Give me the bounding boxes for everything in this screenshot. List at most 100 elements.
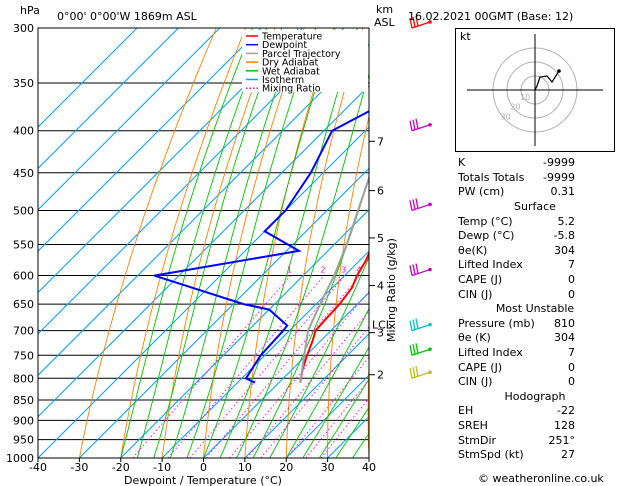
index-label: PW (cm) — [458, 185, 505, 199]
section-title: Most Unstable — [495, 302, 575, 316]
index-row: K -9999 — [455, 156, 615, 171]
index-row: StmDir 251° — [455, 433, 615, 448]
dry-adiabat-line — [327, 114, 369, 458]
wet-adiabat-line — [186, 28, 317, 458]
index-value: -22 — [557, 404, 575, 418]
wind-barb — [409, 343, 432, 356]
datetime-title: 16.02.2021 00GMT (Base: 12) — [408, 10, 573, 23]
index-value: -9999 — [543, 170, 575, 184]
index-value: 304 — [554, 331, 575, 345]
index-row: CIN (J) 0 — [455, 287, 615, 302]
hodograph-point — [557, 69, 561, 73]
wind-barb — [409, 366, 432, 379]
mixing-ratio-line — [246, 310, 369, 458]
pressure-tick-label: 450 — [13, 167, 34, 180]
x-tick-label: -40 — [29, 461, 47, 474]
index-label: CIN (J) — [458, 287, 493, 301]
legend-background — [242, 30, 368, 92]
index-value: 0 — [568, 273, 575, 287]
pressure-tick-label: 600 — [13, 270, 34, 283]
index-row: StmSpd (kt) 27 — [455, 448, 615, 463]
dry-adiabat-line — [161, 28, 276, 458]
index-label: Temp (°C) — [458, 214, 513, 228]
wet-adiabat-line — [136, 28, 268, 458]
pressure-tick-label: 700 — [13, 325, 34, 338]
x-tick-label: -20 — [112, 461, 130, 474]
index-row: CAPE (J) 0 — [455, 273, 615, 288]
wind-barb — [409, 318, 432, 332]
mixing-ratio-line — [189, 275, 346, 458]
index-value: -5.8 — [553, 229, 575, 243]
km-tick-label: 7 — [377, 135, 384, 148]
mixing-ratio-line — [132, 275, 291, 458]
wet-adiabat-line — [203, 28, 336, 458]
pressure-tick-label: 850 — [13, 394, 34, 407]
legend-label: Dry Adiabat — [262, 58, 319, 69]
legend-label: Wet Adiabat — [262, 66, 320, 77]
index-row: Pressure (mb) 810 — [455, 317, 615, 332]
x-tick-label: 20 — [279, 461, 293, 474]
index-value: 7 — [568, 346, 575, 360]
pressure-tick-label: 950 — [13, 434, 34, 447]
isotherm-line — [285, 374, 369, 458]
x-tick-label: -30 — [70, 461, 88, 474]
index-label: CAPE (J) — [458, 273, 503, 287]
km-unit: km — [376, 3, 393, 16]
lcl-label: LCL — [372, 318, 393, 331]
index-label: θe (K) — [458, 331, 491, 345]
pressure-tick-label: 650 — [13, 298, 34, 311]
wind-barb — [409, 263, 432, 277]
index-label: EH — [458, 404, 474, 418]
index-value: 304 — [554, 243, 575, 257]
legend-label: Parcel Trajectory — [262, 49, 341, 60]
index-value: 0.31 — [550, 185, 576, 199]
mixing-ratio-label: 2 — [321, 266, 326, 275]
temperature-trace — [299, 250, 369, 383]
mixing-ratio-label: 1 — [287, 266, 292, 275]
pressure-tick-label: 350 — [13, 77, 34, 90]
hodograph-unit: kt — [460, 30, 471, 43]
index-label: Totals Totals — [458, 170, 525, 184]
dry-adiabat-line — [285, 28, 364, 458]
dry-adiabat-line — [203, 28, 305, 458]
km-tick-label: 6 — [377, 185, 384, 198]
index-label: CAPE (J) — [458, 360, 503, 374]
x-tick-label: -10 — [153, 461, 171, 474]
dewpoint-trace — [153, 110, 369, 384]
wet-adiabat-line — [169, 28, 299, 458]
isotherm-line — [203, 291, 369, 458]
wet-adiabat-line — [335, 406, 369, 458]
wet-adiabat-line — [269, 256, 369, 458]
index-label: Dewp (°C) — [458, 229, 515, 243]
mixing-ratio-axis-label: Mixing Ratio (g/kg) — [385, 238, 398, 342]
index-value: 0 — [568, 360, 575, 374]
isotherm-line — [244, 333, 369, 458]
index-row: EH -22 — [455, 404, 615, 419]
index-label: StmDir — [458, 433, 497, 447]
index-label: Pressure (mb) — [458, 316, 535, 330]
pressure-tick-label: 750 — [13, 349, 34, 362]
x-tick-label: 40 — [362, 461, 376, 474]
index-value: 7 — [568, 258, 575, 272]
hodograph-panel: 10 20 30 kt — [455, 28, 615, 152]
wet-adiabat-line — [319, 378, 369, 458]
pressure-tick-label: 900 — [13, 414, 34, 427]
indices-table: K -9999 Totals Totals -9999 PW (cm) 0.31 Surfa… — [455, 156, 615, 462]
location-title: 0°00' 0°00'W 1869m ASL — [57, 10, 198, 23]
dry-adiabat-line — [244, 28, 335, 458]
section-title: Surface — [514, 200, 556, 214]
index-label: Lifted Index — [458, 258, 523, 272]
mixing-ratio-line — [167, 275, 325, 458]
legend-label: Isotherm — [262, 75, 304, 86]
index-row: θe (K) 304 — [455, 331, 615, 346]
index-label: Lifted Index — [458, 346, 523, 360]
x-axis-label: Dewpoint / Temperature (°C) — [124, 474, 282, 486]
wind-barb — [409, 15, 432, 29]
mixing-ratio-label: 6 — [379, 266, 384, 275]
hodograph-ring-label: 10 — [520, 93, 530, 102]
pressure-tick-label: 500 — [13, 204, 34, 217]
legend-label: Temperature — [261, 32, 322, 43]
legend-label: Dewpoint — [262, 40, 307, 51]
